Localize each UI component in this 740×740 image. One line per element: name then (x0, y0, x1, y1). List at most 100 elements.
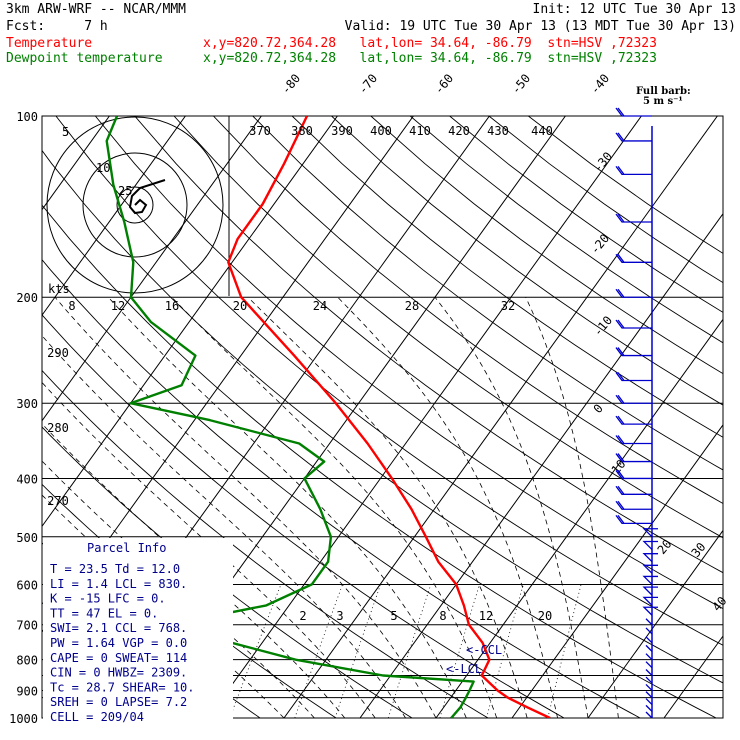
wind-barb (615, 435, 652, 445)
parcel-info-row: SREH = 0 LAPSE= 7.2 (50, 695, 187, 709)
moist-adiabat-line (54, 296, 437, 718)
isotherm-line (511, 116, 723, 718)
adiabat-side-label: 280 (47, 421, 69, 435)
wind-barb (615, 107, 652, 117)
model-title: 3km ARW-WRF -- NCAR/MMM (6, 2, 187, 17)
wind-barb (615, 213, 652, 223)
dewpoint-line (105, 116, 475, 718)
wind-barb (615, 394, 652, 404)
wind-barb (615, 253, 652, 263)
mixing-ratio-lines (229, 584, 582, 718)
isotherm-lines (42, 116, 723, 718)
isotherm-line (359, 116, 723, 718)
wind-barb (645, 676, 653, 684)
isotherm-label: -10 (591, 313, 616, 339)
hodograph-speed-label: 20 (233, 299, 247, 313)
dry-adiabat-line (134, 116, 723, 718)
wind-barb (615, 415, 652, 425)
wind-barb (642, 564, 658, 574)
ccl-marker: <-CCL (466, 643, 502, 657)
temperature-line (227, 116, 551, 718)
mixing-ratio-label: 2 (299, 609, 306, 623)
mixing-ratio-line (439, 584, 480, 718)
dry-adiabat-line (291, 116, 723, 718)
isotherm-line (435, 116, 723, 718)
moist-adiabat-line (42, 296, 346, 718)
hodograph-ring (82, 152, 188, 258)
parcel-info-row: CELL = 209/04 (50, 710, 144, 724)
wind-barb (615, 347, 652, 357)
dry-adiabat-line (370, 116, 723, 718)
theta-label: 430 (487, 124, 509, 138)
parcel-info-title: Parcel Info (87, 541, 166, 555)
isotherm-label: -40 (588, 71, 613, 97)
theta-label: 390 (331, 124, 353, 138)
dry-adiabat-line (331, 116, 723, 718)
isotherm-line (42, 116, 186, 718)
wind-barb (645, 691, 653, 699)
dewpoint-location-info: x,y=820.72,364.28 lat,lon= 34.64, -86.79… (203, 51, 657, 66)
isotherm-line (663, 116, 723, 718)
moist-adiabat-line (108, 296, 467, 718)
hodograph-speed-label: 8 (68, 299, 75, 313)
moist-adiabat-line (171, 296, 498, 718)
isotherm-label: -50 (509, 71, 534, 97)
moist-adiabat-line (42, 296, 406, 718)
barb-legend-value: 5 m s⁻¹ (643, 96, 683, 107)
wind-barb (642, 586, 658, 596)
wind-barb (615, 132, 652, 142)
wind-barb (645, 636, 653, 644)
hodograph-speed-label: 24 (313, 299, 327, 313)
dry-adiabat-line (94, 116, 723, 718)
wind-barb (645, 653, 653, 661)
valid-time: Valid: 19 UTC Tue 30 Apr 13 (13 MDT Tue … (344, 19, 736, 34)
theta-label: 410 (409, 124, 431, 138)
wind-barb (615, 485, 652, 495)
parcel-info-row: CIN = 0 HWBZ= 2309. (50, 666, 187, 680)
wind-barb (615, 500, 652, 510)
mixing-ratio-label: 8 (439, 609, 446, 623)
pressure-tick-label: 300 (16, 397, 38, 411)
pressure-tick-label: 100 (16, 110, 38, 124)
mixing-ratio-label: 3 (336, 609, 343, 623)
dry-adiabat-line (42, 116, 641, 718)
hodograph-ring (46, 116, 224, 294)
wind-barb (645, 683, 653, 691)
isotherm-line (283, 116, 718, 718)
parcel-info-row: TT = 47 EL = 0. (50, 606, 158, 620)
moist-adiabat-line (525, 297, 619, 718)
isotherm-line (207, 116, 642, 718)
dry-adiabat-line (42, 116, 565, 718)
wind-barb (615, 372, 652, 382)
wind-barb (645, 661, 653, 669)
dewpoint-legend-label: Dewpoint temperature (6, 51, 163, 66)
wind-barb (642, 606, 658, 616)
pressure-tick-label: 800 (16, 654, 38, 668)
hodograph-speed-label: 28 (405, 299, 419, 313)
hodograph-speed-label: 12 (111, 299, 125, 313)
dry-adiabat-line (173, 116, 723, 718)
theta-label: 420 (448, 124, 470, 138)
parcel-info-row: SWI= 2.1 CCL = 768. (50, 621, 187, 635)
wind-barb (645, 644, 653, 652)
hodograph-ring-label: 5 (62, 125, 69, 139)
hodograph-ring-label: 10 (96, 161, 110, 175)
dry-adiabat-line (42, 116, 489, 718)
hodograph-speed-label: 16 (165, 299, 179, 313)
hodograph (46, 116, 230, 296)
wind-barbs (615, 107, 658, 719)
wind-barb (615, 288, 652, 298)
wind-barb (642, 540, 658, 550)
wind-barb (645, 704, 653, 712)
moist-adiabat-line (247, 296, 528, 718)
wind-barb (645, 618, 653, 626)
wind-barb (642, 553, 658, 563)
pressure-tick-label: 200 (16, 291, 38, 305)
wind-barb (642, 596, 658, 606)
mixing-ratio-line (486, 584, 524, 718)
dry-adiabat-line (42, 116, 723, 718)
theta-label: 380 (291, 124, 313, 138)
moist-adiabat-line (434, 296, 589, 718)
adiabat-side-label: 290 (47, 346, 69, 360)
